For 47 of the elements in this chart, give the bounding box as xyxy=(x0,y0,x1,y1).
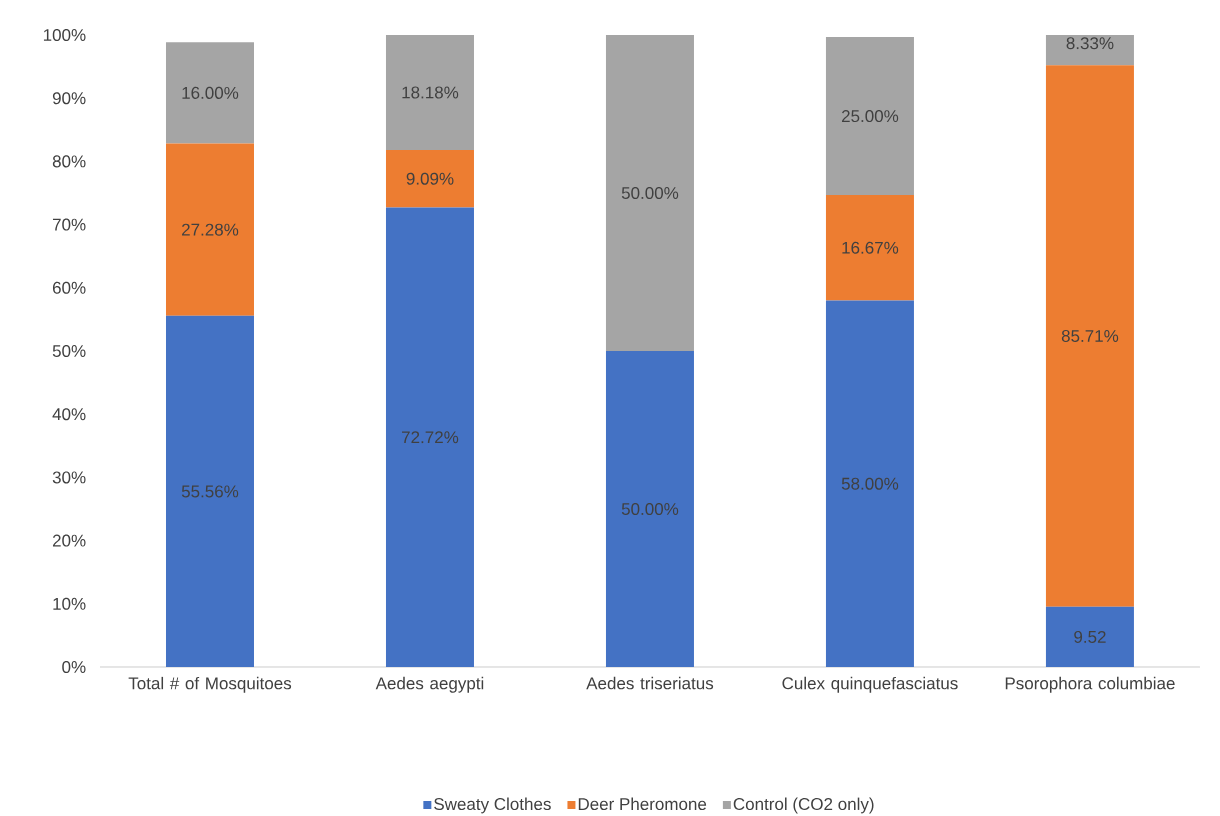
bar xyxy=(825,195,914,301)
x-tick-label: Culex quinquefasciatus xyxy=(782,676,958,693)
x-tick-label: Aedes aegypti xyxy=(375,676,484,693)
bar xyxy=(825,300,914,667)
data-label: 9.09% xyxy=(406,172,454,185)
bar xyxy=(165,315,254,667)
x-tick-label: Total # of Mosquitoes xyxy=(128,676,292,693)
bar xyxy=(385,149,474,208)
legend-label: Control (CO2 only) xyxy=(733,797,874,814)
data-label: 85.71% xyxy=(1061,329,1119,343)
y-tick-label: 60% xyxy=(52,281,86,294)
data-label: 72.72% xyxy=(402,431,459,444)
y-tick-label: 20% xyxy=(52,534,86,547)
bar xyxy=(385,207,474,667)
bar xyxy=(1045,65,1134,607)
data-label: 9.52 xyxy=(1074,630,1106,643)
bar xyxy=(385,35,474,150)
y-tick-label: 30% xyxy=(52,471,86,484)
y-tick-label: 90% xyxy=(52,92,86,105)
bar xyxy=(165,143,254,316)
bar xyxy=(1045,606,1134,667)
bar xyxy=(165,42,254,144)
y-tick-label: 70% xyxy=(52,218,86,231)
data-label: 27.28% xyxy=(182,223,239,236)
y-tick-label: 80% xyxy=(52,155,86,168)
y-tick-label: 50% xyxy=(52,344,86,358)
data-label: 50.00% xyxy=(621,502,679,516)
bar xyxy=(825,37,914,196)
y-tick-label: 0% xyxy=(62,660,86,674)
annotation: 8.33% xyxy=(1066,37,1114,50)
y-tick-label: 100% xyxy=(43,28,86,42)
x-tick-label: Psorophora columbiae xyxy=(1005,676,1175,693)
bar xyxy=(1045,35,1134,66)
y-tick-label: 10% xyxy=(53,597,86,610)
bar xyxy=(605,35,694,351)
legend-label: Sweaty Clothes xyxy=(434,797,551,814)
data-label: 58.00% xyxy=(841,477,899,490)
data-label: 16.67% xyxy=(842,241,899,254)
data-label: 55.56% xyxy=(181,485,239,498)
bar xyxy=(605,351,694,667)
y-tick-label: 40% xyxy=(52,408,86,421)
data-label: 18.18% xyxy=(402,86,459,99)
legend-label: Deer Pheromone xyxy=(578,797,707,811)
data-label: 50.00% xyxy=(621,186,679,200)
data-label: 25.00% xyxy=(841,110,899,123)
data-label: 16.00% xyxy=(182,86,239,99)
x-tick-label: Aedes triseriatus xyxy=(586,676,714,690)
